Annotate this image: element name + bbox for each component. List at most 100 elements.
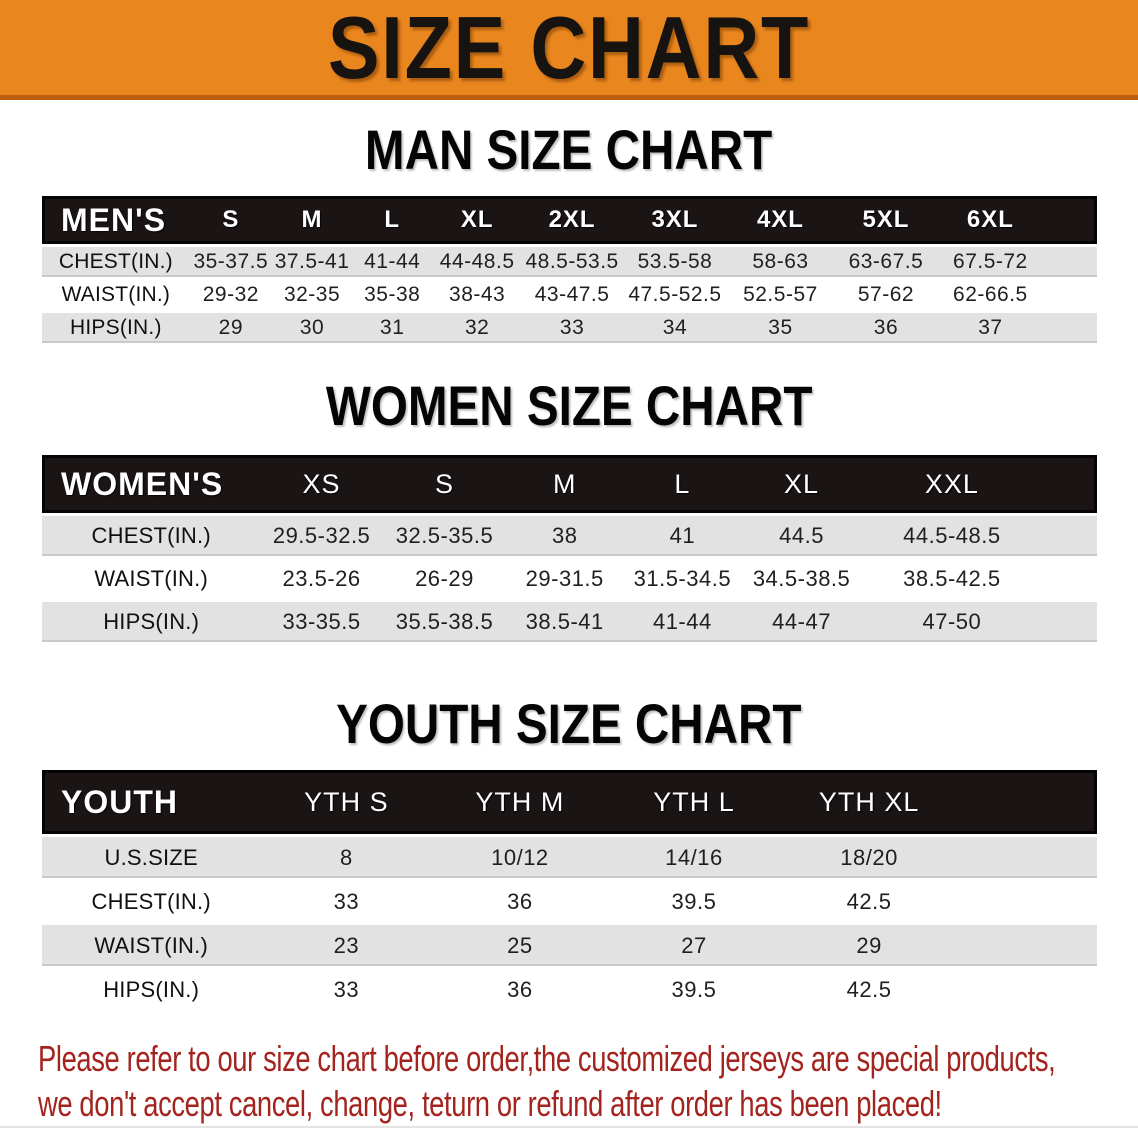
spacer (957, 925, 1097, 966)
women-column-header: S (382, 455, 507, 513)
size-value-cell: 52.5-57 (727, 280, 834, 310)
men-section-title: MAN SIZE CHART (365, 118, 773, 181)
women-corner-label: WOMEN'S (42, 455, 261, 513)
size-value-cell: 42.5 (780, 881, 958, 922)
size-value-cell: 8 (260, 837, 433, 878)
youth-column-header: YTH XL (780, 770, 958, 834)
size-value-cell: 31 (352, 313, 433, 343)
spacer (1042, 196, 1097, 244)
size-value-cell: 41-44 (623, 602, 742, 642)
size-value-cell: 32.5-35.5 (382, 516, 507, 556)
youth-corner-label: YOUTH (42, 770, 261, 834)
spacer (1042, 455, 1097, 513)
row-label: WAIST(IN.) (42, 925, 261, 966)
size-value-cell: 62-66.5 (938, 280, 1043, 310)
size-value-cell: 23 (260, 925, 433, 966)
size-value-cell: 48.5-53.5 (521, 247, 623, 277)
size-value-cell: 42.5 (780, 969, 958, 1010)
women-size-table: WOMEN'S XS S M L XL XXL CHEST(IN.) 29.5-32.5 32.5… (42, 452, 1097, 645)
women-table-row: WAIST(IN.) 23.5-26 26-29 29-31.5 31.5-34.5 34… (42, 559, 1097, 599)
spacer (957, 881, 1097, 922)
size-value-cell: 34.5-38.5 (741, 559, 862, 599)
size-value-cell: 37 (938, 313, 1043, 343)
size-value-cell: 63-67.5 (833, 247, 939, 277)
bottom-divider (0, 1126, 1138, 1128)
size-value-cell: 39.5 (607, 881, 781, 922)
spacer (1042, 602, 1097, 642)
spacer (957, 969, 1097, 1010)
men-table-row: HIPS(IN.) 29 30 31 32 33 34 35 36 37 (42, 313, 1097, 343)
youth-table-row: U.S.SIZE 8 10/12 14/16 18/20 (42, 837, 1097, 878)
row-label: U.S.SIZE (42, 837, 261, 878)
women-section-title: WOMEN SIZE CHART (325, 374, 813, 437)
men-column-header: XL (432, 196, 522, 244)
size-value-cell: 34 (622, 313, 728, 343)
youth-size-table: YOUTH YTH S YTH M YTH L YTH XL U.S.SIZE 8 10/12… (42, 767, 1097, 1013)
size-value-cell: 35 (727, 313, 834, 343)
size-value-cell: 27 (607, 925, 781, 966)
men-column-header: 5XL (833, 196, 939, 244)
row-label: HIPS(IN.) (42, 969, 261, 1010)
spacer (1042, 247, 1097, 277)
size-value-cell: 33-35.5 (260, 602, 383, 642)
row-label: HIPS(IN.) (42, 602, 261, 642)
size-value-cell: 33 (260, 969, 433, 1010)
row-label: CHEST(IN.) (42, 516, 261, 556)
size-value-cell: 44.5 (741, 516, 862, 556)
size-value-cell: 35.5-38.5 (382, 602, 507, 642)
women-column-header: XXL (861, 455, 1043, 513)
size-value-cell: 43-47.5 (521, 280, 623, 310)
men-column-header: L (352, 196, 433, 244)
size-value-cell: 30 (271, 313, 353, 343)
size-value-cell: 25 (432, 925, 608, 966)
size-value-cell: 23.5-26 (260, 559, 383, 599)
size-value-cell: 44-48.5 (432, 247, 522, 277)
size-value-cell: 37.5-41 (271, 247, 353, 277)
spacer (957, 770, 1097, 834)
size-value-cell: 57-62 (833, 280, 939, 310)
men-table-row: CHEST(IN.) 35-37.5 37.5-41 41-44 44-48.5 48.5… (42, 247, 1097, 277)
size-value-cell: 36 (432, 969, 608, 1010)
size-value-cell: 18/20 (780, 837, 958, 878)
size-value-cell: 41 (623, 516, 742, 556)
size-value-cell: 38-43 (432, 280, 522, 310)
row-label: WAIST(IN.) (42, 559, 261, 599)
men-column-header: 3XL (622, 196, 728, 244)
men-size-table: MEN'S S M L XL 2XL 3XL 4XL 5XL 6XL CHEST(IN.) 35-37… (42, 193, 1097, 346)
size-value-cell: 32-35 (271, 280, 353, 310)
size-value-cell: 36 (833, 313, 939, 343)
spacer (1042, 280, 1097, 310)
men-corner-label: MEN'S (42, 196, 190, 244)
spacer (1042, 313, 1097, 343)
size-value-cell: 29 (189, 313, 272, 343)
size-value-cell: 29-31.5 (506, 559, 624, 599)
men-column-header: 6XL (938, 196, 1043, 244)
men-column-header: 2XL (521, 196, 623, 244)
youth-column-header: YTH L (607, 770, 781, 834)
women-header-row: WOMEN'S XS S M L XL XXL (42, 455, 1097, 513)
size-value-cell: 35-38 (352, 280, 433, 310)
size-value-cell: 29 (780, 925, 958, 966)
youth-column-header: YTH M (432, 770, 608, 834)
youth-table-row: WAIST(IN.) 23 25 27 29 (42, 925, 1097, 966)
size-value-cell: 67.5-72 (938, 247, 1043, 277)
youth-table-row: HIPS(IN.) 33 36 39.5 42.5 (42, 969, 1097, 1010)
men-table-row: WAIST(IN.) 29-32 32-35 35-38 38-43 43-47.5 47.… (42, 280, 1097, 310)
women-column-header: XS (260, 455, 383, 513)
women-column-header: XL (741, 455, 862, 513)
size-value-cell: 33 (521, 313, 623, 343)
size-value-cell: 26-29 (382, 559, 507, 599)
spacer (1042, 559, 1097, 599)
disclaimer-line-1: Please refer to our size chart before or… (38, 1038, 1056, 1079)
women-column-header: M (506, 455, 624, 513)
row-label: CHEST(IN.) (42, 247, 190, 277)
men-header-row: MEN'S S M L XL 2XL 3XL 4XL 5XL 6XL (42, 196, 1097, 244)
spacer (957, 837, 1097, 878)
size-value-cell: 38.5-41 (506, 602, 624, 642)
size-value-cell: 39.5 (607, 969, 781, 1010)
size-value-cell: 38 (506, 516, 624, 556)
row-label: WAIST(IN.) (42, 280, 190, 310)
size-value-cell: 41-44 (352, 247, 433, 277)
size-value-cell: 32 (432, 313, 522, 343)
